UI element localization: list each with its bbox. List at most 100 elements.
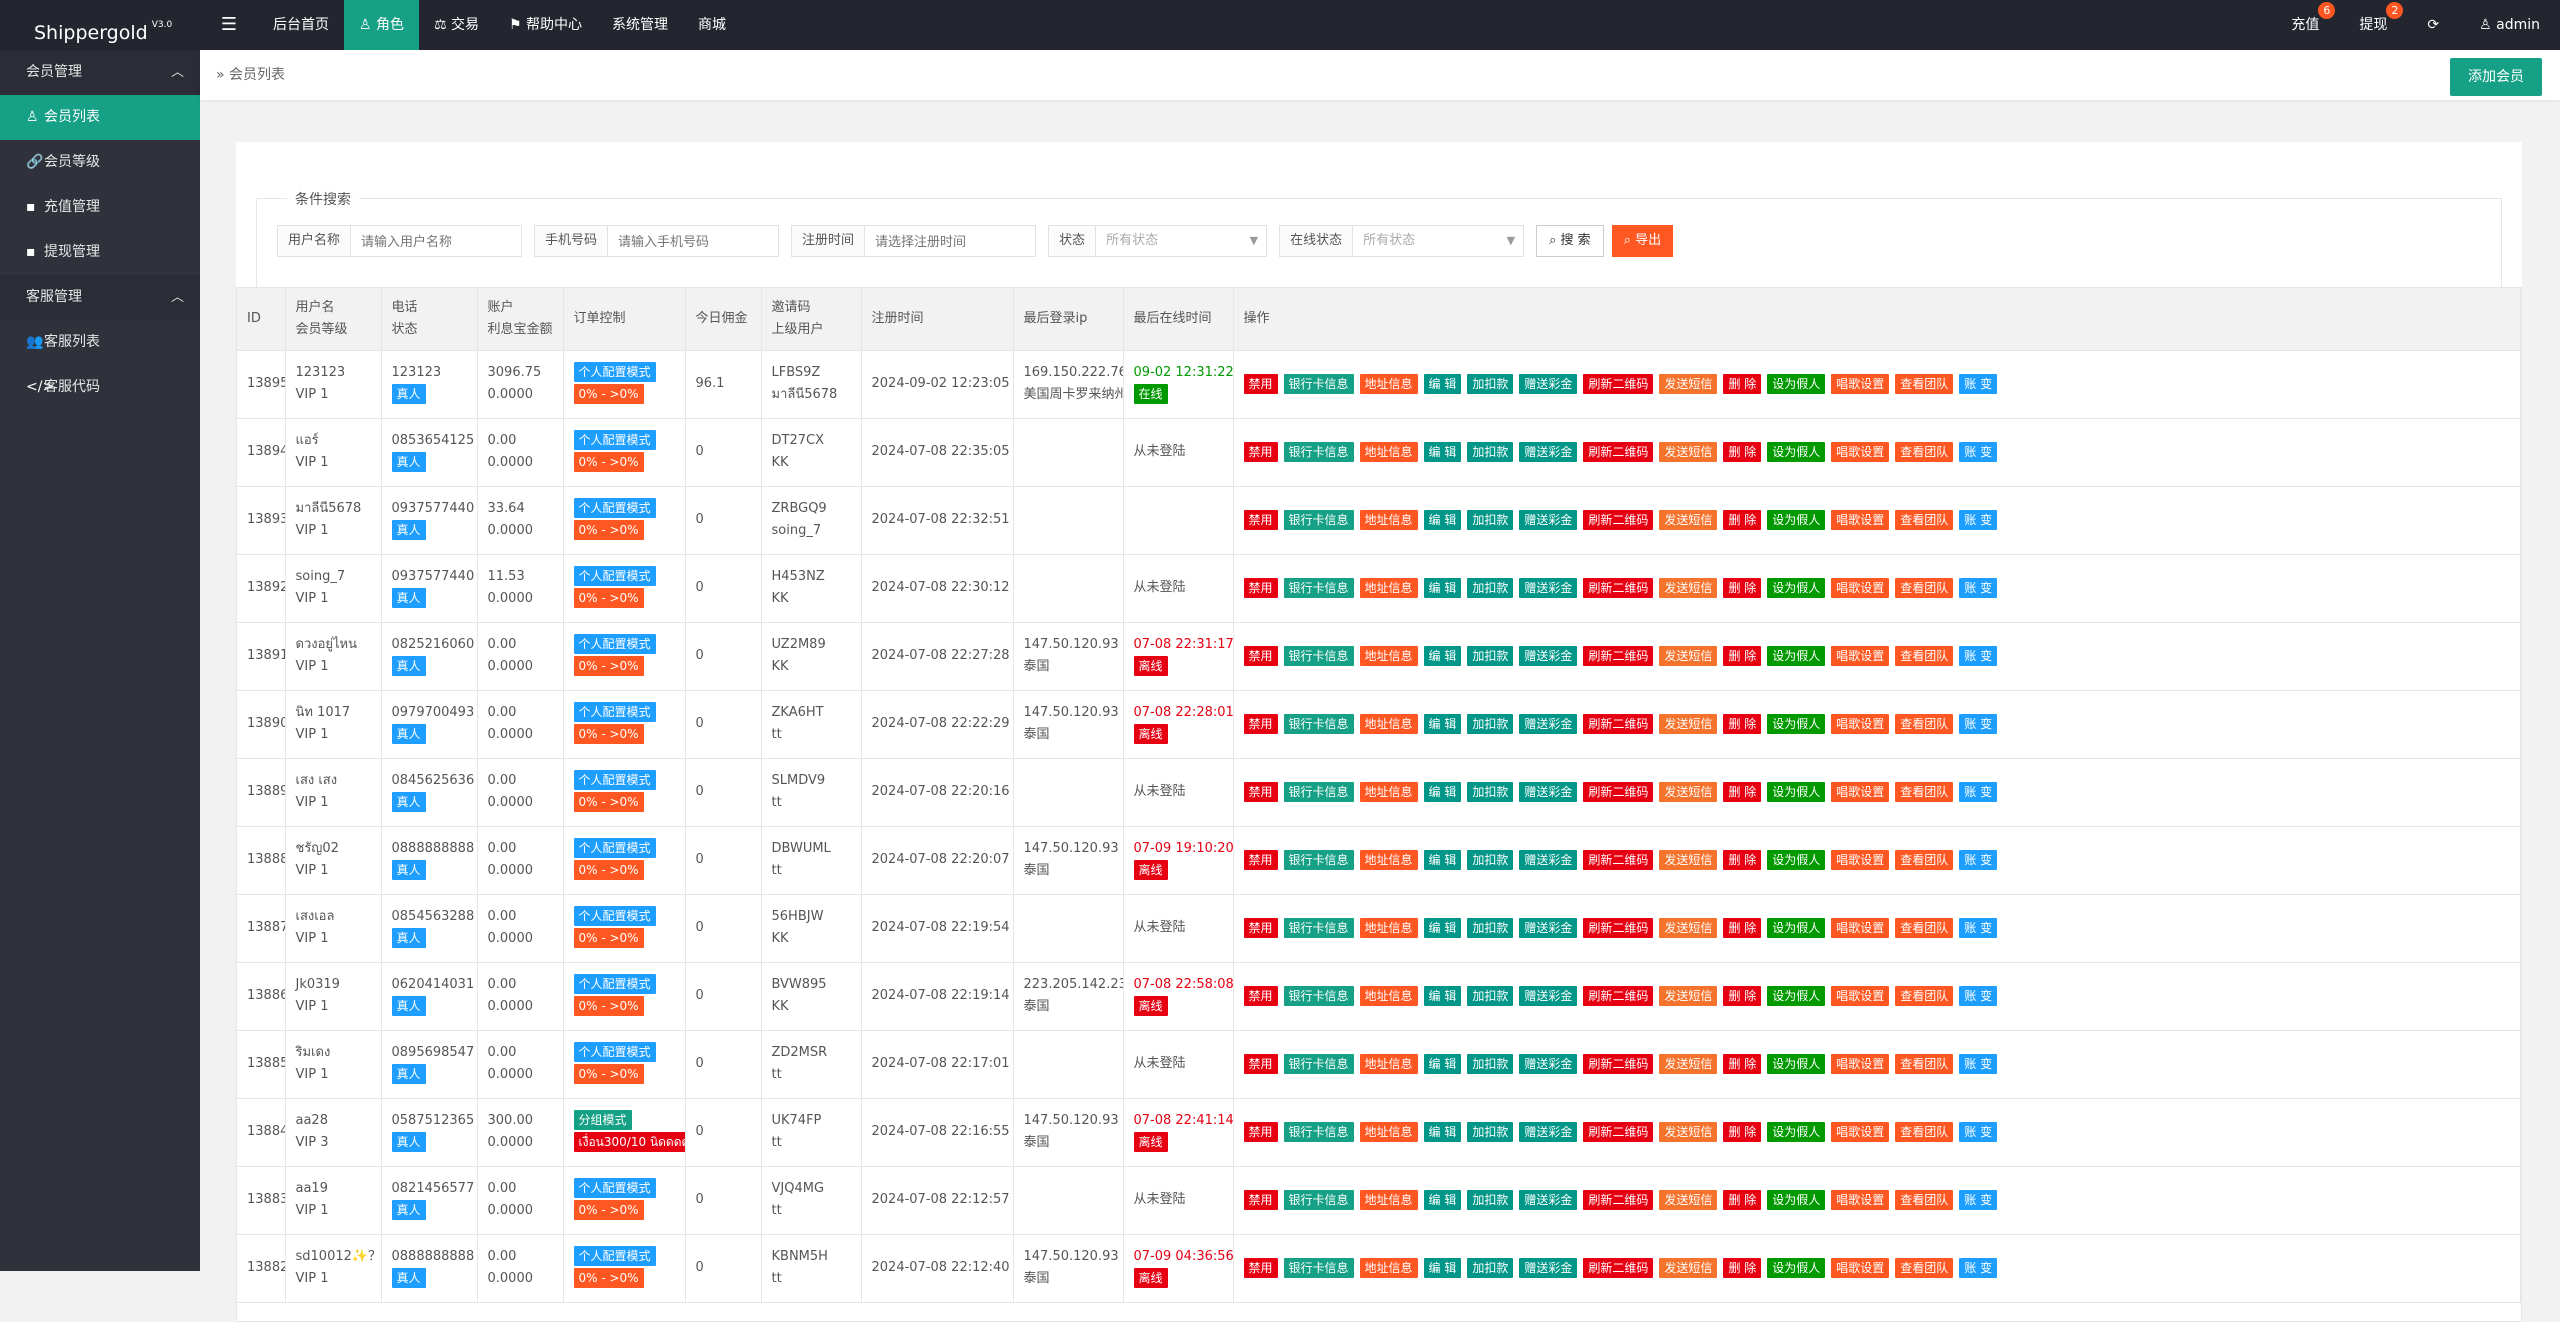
menu-toggle-icon[interactable]: ☰ (220, 14, 238, 35)
op-address-button[interactable]: 地址信息 (1359, 646, 1418, 666)
op-refresh-qr-button[interactable]: 刷新二维码 (1583, 646, 1654, 666)
op-set-fake-button[interactable]: 设为假人 (1767, 646, 1826, 666)
op-bonus-button[interactable]: 赠送彩金 (1519, 374, 1578, 394)
op-edit-button[interactable]: 编 辑 (1423, 1190, 1462, 1210)
op-account-change-button[interactable]: 账 变 (1959, 850, 1998, 870)
op-send-sms-button[interactable]: 发送短信 (1659, 510, 1718, 530)
op-view-team-button[interactable]: 查看团队 (1895, 1190, 1954, 1210)
op-address-button[interactable]: 地址信息 (1359, 1054, 1418, 1074)
app-logo[interactable]: Shippergold V3.0 (0, 0, 200, 50)
op-set-fake-button[interactable]: 设为假人 (1767, 1122, 1826, 1142)
op-adjust-balance-button[interactable]: 加扣款 (1467, 1122, 1514, 1142)
op-bonus-button[interactable]: 赠送彩金 (1519, 1190, 1578, 1210)
real-user-badge[interactable]: 真人 (391, 588, 426, 608)
mode-badge[interactable]: 个人配置模式 (573, 566, 656, 586)
mode-badge[interactable]: 个人配置模式 (573, 430, 656, 450)
op-disable-button[interactable]: 禁用 (1243, 986, 1278, 1006)
op-address-button[interactable]: 地址信息 (1359, 374, 1418, 394)
op-send-sms-button[interactable]: 发送短信 (1659, 442, 1718, 462)
mode-badge[interactable]: 个人配置模式 (573, 1178, 656, 1198)
op-disable-button[interactable]: 禁用 (1243, 578, 1278, 598)
op-sing-settings-button[interactable]: 唱歌设置 (1831, 646, 1890, 666)
online-select[interactable]: 所有状态 ▼ (1353, 226, 1523, 256)
op-refresh-qr-button[interactable]: 刷新二维码 (1583, 1122, 1654, 1142)
op-edit-button[interactable]: 编 辑 (1423, 646, 1462, 666)
regtime-input[interactable] (865, 226, 1036, 256)
topnav-system[interactable]: 系统管理 (612, 17, 669, 33)
op-sing-settings-button[interactable]: 唱歌设置 (1831, 714, 1890, 734)
op-disable-button[interactable]: 禁用 (1243, 1190, 1278, 1210)
mode-badge[interactable]: 个人配置模式 (573, 1246, 656, 1266)
op-sing-settings-button[interactable]: 唱歌设置 (1831, 986, 1890, 1006)
op-refresh-qr-button[interactable]: 刷新二维码 (1583, 1258, 1654, 1278)
op-edit-button[interactable]: 编 辑 (1423, 1054, 1462, 1074)
op-view-team-button[interactable]: 查看团队 (1895, 1258, 1954, 1278)
op-send-sms-button[interactable]: 发送短信 (1659, 986, 1718, 1006)
sidebar-item-withdraw[interactable]: ▪ 提现管理 (0, 230, 200, 275)
op-view-team-button[interactable]: 查看团队 (1895, 646, 1954, 666)
op-refresh-qr-button[interactable]: 刷新二维码 (1583, 374, 1654, 394)
username-input[interactable] (351, 226, 522, 256)
op-edit-button[interactable]: 编 辑 (1423, 578, 1462, 598)
op-send-sms-button[interactable]: 发送短信 (1659, 850, 1718, 870)
op-edit-button[interactable]: 编 辑 (1423, 442, 1462, 462)
op-delete-button[interactable]: 删 除 (1723, 1054, 1762, 1074)
sidebar-group-members[interactable]: 会员管理 ︿ (0, 50, 200, 95)
op-bank-card-button[interactable]: 银行卡信息 (1283, 918, 1354, 938)
op-account-change-button[interactable]: 账 变 (1959, 646, 1998, 666)
op-bank-card-button[interactable]: 银行卡信息 (1283, 986, 1354, 1006)
topnav-trade[interactable]: ⚖ 交易 (419, 0, 494, 50)
op-send-sms-button[interactable]: 发送短信 (1659, 714, 1718, 734)
real-user-badge[interactable]: 真人 (391, 996, 426, 1016)
op-bank-card-button[interactable]: 银行卡信息 (1283, 1258, 1354, 1278)
op-refresh-qr-button[interactable]: 刷新二维码 (1583, 578, 1654, 598)
op-delete-button[interactable]: 删 除 (1723, 782, 1762, 802)
op-bank-card-button[interactable]: 银行卡信息 (1283, 850, 1354, 870)
op-disable-button[interactable]: 禁用 (1243, 918, 1278, 938)
sidebar-item-service-code[interactable]: </>客服代码 (0, 365, 200, 410)
add-member-button[interactable]: 添加会员 (2450, 58, 2542, 96)
sidebar-item-member-list[interactable]: ♙ 会员列表 (0, 95, 200, 140)
op-view-team-button[interactable]: 查看团队 (1895, 918, 1954, 938)
op-refresh-qr-button[interactable]: 刷新二维码 (1583, 1190, 1654, 1210)
real-user-badge[interactable]: 真人 (391, 724, 426, 744)
op-set-fake-button[interactable]: 设为假人 (1767, 510, 1826, 530)
op-set-fake-button[interactable]: 设为假人 (1767, 986, 1826, 1006)
op-adjust-balance-button[interactable]: 加扣款 (1467, 442, 1514, 462)
op-delete-button[interactable]: 删 除 (1723, 918, 1762, 938)
op-disable-button[interactable]: 禁用 (1243, 850, 1278, 870)
op-set-fake-button[interactable]: 设为假人 (1767, 918, 1826, 938)
op-delete-button[interactable]: 删 除 (1723, 1122, 1762, 1142)
op-bank-card-button[interactable]: 银行卡信息 (1283, 442, 1354, 462)
op-account-change-button[interactable]: 账 变 (1959, 578, 1998, 598)
op-delete-button[interactable]: 删 除 (1723, 442, 1762, 462)
op-view-team-button[interactable]: 查看团队 (1895, 442, 1954, 462)
op-edit-button[interactable]: 编 辑 (1423, 714, 1462, 734)
op-bank-card-button[interactable]: 银行卡信息 (1283, 1122, 1354, 1142)
op-bonus-button[interactable]: 赠送彩金 (1519, 782, 1578, 802)
op-set-fake-button[interactable]: 设为假人 (1767, 1258, 1826, 1278)
op-edit-button[interactable]: 编 辑 (1423, 374, 1462, 394)
op-edit-button[interactable]: 编 辑 (1423, 510, 1462, 530)
mode-badge[interactable]: 分组模式 (573, 1110, 632, 1130)
op-delete-button[interactable]: 删 除 (1723, 374, 1762, 394)
withdraw-link[interactable]: 提现 2 (2339, 0, 2407, 50)
op-account-change-button[interactable]: 账 变 (1959, 1190, 1998, 1210)
op-view-team-button[interactable]: 查看团队 (1895, 1054, 1954, 1074)
op-bank-card-button[interactable]: 银行卡信息 (1283, 374, 1354, 394)
real-user-badge[interactable]: 真人 (391, 656, 426, 676)
op-bonus-button[interactable]: 赠送彩金 (1519, 1054, 1578, 1074)
op-set-fake-button[interactable]: 设为假人 (1767, 850, 1826, 870)
op-bonus-button[interactable]: 赠送彩金 (1519, 442, 1578, 462)
op-adjust-balance-button[interactable]: 加扣款 (1467, 1190, 1514, 1210)
op-delete-button[interactable]: 删 除 (1723, 1258, 1762, 1278)
op-address-button[interactable]: 地址信息 (1359, 1122, 1418, 1142)
op-account-change-button[interactable]: 账 变 (1959, 374, 1998, 394)
op-edit-button[interactable]: 编 辑 (1423, 986, 1462, 1006)
op-adjust-balance-button[interactable]: 加扣款 (1467, 374, 1514, 394)
real-user-badge[interactable]: 真人 (391, 1064, 426, 1084)
real-user-badge[interactable]: 真人 (391, 1200, 426, 1220)
op-address-button[interactable]: 地址信息 (1359, 850, 1418, 870)
sidebar-item-recharge[interactable]: ▪ 充值管理 (0, 185, 200, 230)
real-user-badge[interactable]: 真人 (391, 928, 426, 948)
